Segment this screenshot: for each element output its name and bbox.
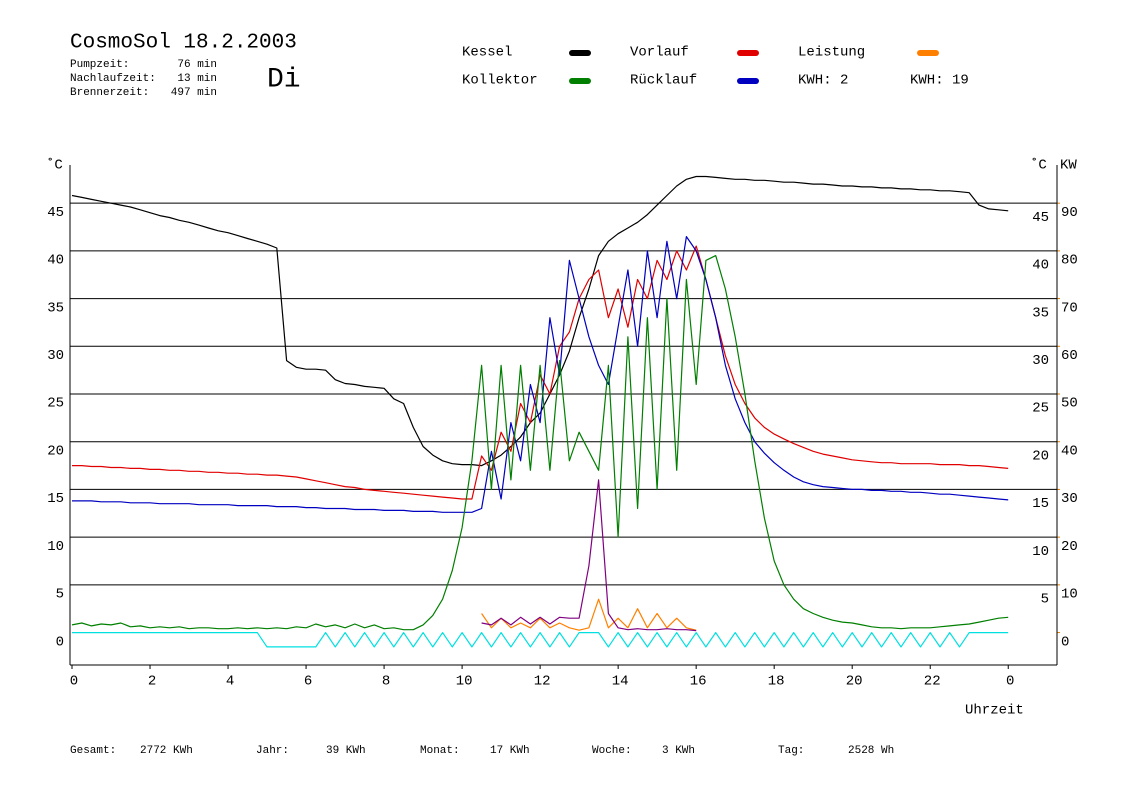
day-label: Di — [267, 64, 301, 95]
info-value: 497 min — [171, 87, 217, 99]
y2-tick-label: 70 — [1061, 300, 1078, 316]
series-line — [72, 245, 1009, 500]
series-line — [71, 255, 1009, 631]
x-tick-label: 0 — [70, 674, 78, 690]
y-tick-label-right: 20 — [1032, 448, 1049, 464]
y2-tick-label: 90 — [1061, 205, 1078, 221]
x-tick-label: 6 — [304, 674, 312, 690]
y2-tick-label: 10 — [1061, 587, 1078, 603]
y2-tick-label: 30 — [1061, 491, 1078, 507]
y-tick-label-right: 30 — [1032, 353, 1049, 369]
y-tick-label-right: 40 — [1032, 258, 1049, 274]
info-label: Nachlaufzeit: — [70, 73, 156, 85]
y-tick-label: 30 — [47, 348, 64, 364]
x-tick-label: 0 — [1006, 674, 1014, 690]
x-tick-label: 14 — [612, 674, 629, 690]
y-tick-label-right: 5 — [1041, 592, 1049, 608]
legend-label: Rücklauf — [630, 73, 697, 89]
info-value: 13 min — [177, 73, 217, 85]
info-label: Brennerzeit: — [70, 87, 149, 99]
total-value: 39 KWh — [326, 745, 366, 757]
legend-label: Kollektor — [462, 73, 538, 89]
x-tick-label: 4 — [226, 674, 234, 690]
x-tick-label: 18 — [768, 674, 785, 690]
kwh-label: KWH: 19 — [910, 73, 969, 89]
y2-tick-label: 80 — [1061, 253, 1078, 269]
total-label: Jahr: — [256, 745, 289, 757]
total-label: Gesamt: — [70, 745, 116, 757]
series-line — [481, 479, 697, 632]
kwh-label: KWH: 2 — [798, 73, 848, 89]
y-tick-label: 0 — [56, 634, 64, 650]
total-value: 17 KWh — [490, 745, 530, 757]
total-label: Tag: — [778, 745, 804, 757]
series-line — [72, 236, 1009, 513]
x-tick-label: 12 — [534, 674, 551, 690]
y-tick-label: 45 — [47, 205, 64, 221]
y-tick-label: 25 — [47, 396, 64, 412]
x-tick-label: 20 — [846, 674, 863, 690]
total-label: Monat: — [420, 745, 460, 757]
x-tick-label: 10 — [456, 674, 473, 690]
y2-tick-label: 40 — [1061, 443, 1078, 459]
legend-label: Leistung — [798, 45, 865, 61]
series-line — [71, 175, 1009, 467]
total-value: 3 KWh — [662, 745, 695, 757]
series-line — [481, 598, 697, 631]
total-value: 2528 Wh — [848, 745, 894, 757]
total-label: Woche: — [592, 745, 632, 757]
info-label: Pumpzeit: — [70, 59, 129, 71]
y2-tick-label: 0 — [1061, 634, 1069, 650]
y-axis-label-right: ˚C — [1030, 158, 1047, 174]
total-value: 2772 KWh — [140, 745, 193, 757]
y-tick-label: 20 — [47, 443, 64, 459]
y-tick-label-right: 25 — [1032, 401, 1049, 417]
y-tick-label-right: 10 — [1032, 544, 1049, 560]
y2-tick-label: 20 — [1061, 539, 1078, 555]
y-tick-label: 35 — [47, 300, 64, 316]
y-tick-label: 5 — [56, 587, 64, 603]
x-tick-label: 2 — [148, 674, 156, 690]
y-tick-label-right: 45 — [1032, 210, 1049, 226]
y-tick-label: 10 — [47, 539, 64, 555]
legend-label: Vorlauf — [630, 45, 689, 61]
series-line — [72, 632, 1009, 648]
y2-tick-label: 60 — [1061, 348, 1078, 364]
x-tick-label: 16 — [690, 674, 707, 690]
x-tick-label: 8 — [382, 674, 390, 690]
legend-label: Kessel — [462, 45, 512, 61]
y-tick-label: 15 — [47, 491, 64, 507]
y-axis-label: ˚C — [46, 158, 63, 174]
y-tick-label-right: 35 — [1032, 305, 1049, 321]
info-value: 76 min — [177, 59, 217, 71]
x-axis-label: Uhrzeit — [965, 703, 1024, 719]
chart-title: CosmoSol 18.2.2003 — [70, 32, 297, 55]
y-tick-label: 40 — [47, 253, 64, 269]
x-tick-label: 22 — [924, 674, 941, 690]
y-tick-label-right: 15 — [1032, 496, 1049, 512]
y2-axis-label: KW — [1060, 158, 1077, 174]
y2-tick-label: 50 — [1061, 396, 1078, 412]
